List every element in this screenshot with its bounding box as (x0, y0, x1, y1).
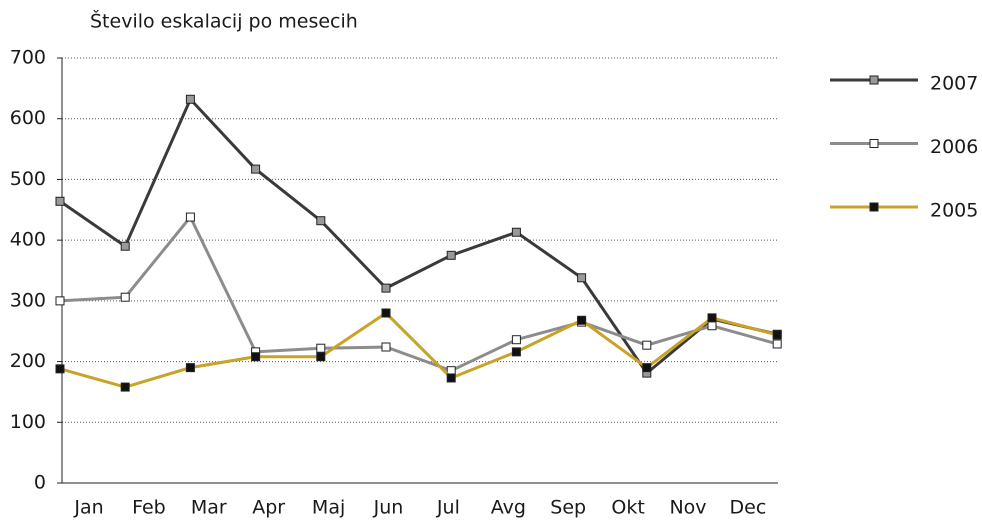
x-tick-label: Dec (730, 497, 767, 519)
marker (55, 196, 65, 206)
x-tick-label: Nov (669, 497, 706, 519)
marker (185, 363, 195, 373)
series-line (59, 214, 778, 373)
x-tick-label: Mar (191, 497, 227, 519)
marker (251, 164, 261, 174)
marker (642, 340, 652, 350)
marker (381, 308, 391, 318)
x-tick-label: Okt (611, 497, 644, 519)
marker (185, 94, 195, 104)
legend-label: 2007 (930, 73, 978, 95)
y-tick-label: 200 (10, 350, 46, 372)
marker (772, 339, 782, 349)
x-tick-label: Apr (252, 497, 285, 519)
y-tick-label: 100 (10, 411, 46, 433)
marker (511, 347, 521, 357)
legend-label: 2005 (930, 200, 978, 222)
x-tick-label: Sep (550, 497, 586, 519)
y-tick-label: 600 (10, 107, 46, 129)
legend-marker (869, 75, 879, 85)
marker (316, 343, 326, 353)
x-tick-label: Jan (73, 497, 103, 519)
marker (251, 352, 261, 362)
legend-label: 2006 (930, 136, 978, 158)
marker (381, 283, 391, 293)
marker (120, 292, 130, 302)
marker (511, 335, 521, 345)
marker (577, 273, 587, 283)
marker (707, 321, 717, 331)
marker (185, 212, 195, 222)
marker (577, 315, 587, 325)
marker (772, 330, 782, 340)
marker (120, 241, 130, 251)
y-tick-label: 0 (34, 472, 46, 494)
y-tick-label: 700 (10, 47, 46, 69)
x-tick-label: Feb (132, 497, 166, 519)
marker (120, 382, 130, 392)
x-tick-label: Avg (491, 497, 526, 519)
legend-marker (869, 202, 879, 212)
y-tick-label: 300 (10, 289, 46, 311)
marker (55, 364, 65, 374)
marker (642, 363, 652, 373)
marker (707, 313, 717, 323)
x-tick-label: Maj (312, 497, 345, 519)
marker (511, 227, 521, 237)
legend-marker (869, 139, 879, 148)
x-tick-label: Jun (373, 497, 404, 519)
marker (446, 250, 456, 260)
chart-title: Število eskalacij po mesecih (90, 9, 358, 33)
x-tick-label: Jul (436, 497, 460, 519)
series-line (59, 311, 778, 389)
marker (381, 342, 391, 352)
y-tick-label: 400 (10, 229, 46, 251)
series-line (59, 96, 778, 376)
marker (55, 296, 65, 306)
marker (316, 216, 326, 226)
marker (446, 373, 456, 383)
y-tick-label: 500 (10, 168, 46, 190)
marker (316, 352, 326, 362)
